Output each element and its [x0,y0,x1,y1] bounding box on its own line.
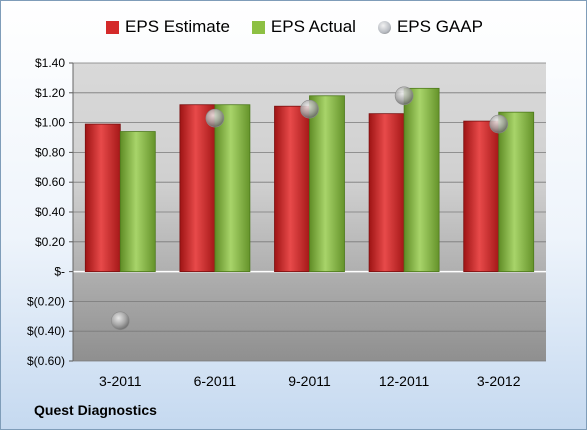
legend-label-actual: EPS Actual [270,17,356,36]
legend-swatch-estimate [106,20,120,34]
bar-eps-estimate [368,113,405,273]
chart-legend: EPS Estimate EPS Actual EPS GAAP [1,17,587,37]
point-eps-gaap [300,99,319,119]
bar-eps-actual [214,104,251,273]
y-tick-label: $1.40 [35,56,65,70]
legend-swatch-gaap [377,20,391,34]
y-tick-label: $(0.60) [27,354,65,368]
bar-eps-actual [309,95,345,273]
x-tick-label: 3-2011 [99,373,142,389]
legend-item-estimate: EPS Estimate [106,17,230,37]
x-tick-label: 12-2011 [379,373,430,389]
bar-eps-actual [498,111,535,272]
legend-label-estimate: EPS Estimate [125,17,230,36]
point-eps-gaap [111,311,130,331]
y-tick-label: $(0.20) [27,294,65,308]
legend-item-gaap: EPS GAAP [377,17,483,37]
legend-item-actual: EPS Actual [251,17,356,37]
y-tick-label: $0.20 [35,235,65,249]
y-tick-label: $0.40 [35,205,65,219]
y-tick-label: $1.00 [35,116,65,130]
x-tick-label: 3-2012 [477,373,521,389]
bar-eps-estimate [274,105,310,272]
legend-swatch-actual [251,20,265,34]
legend-label-gaap: EPS GAAP [396,17,483,36]
point-eps-gaap [394,86,414,106]
y-tick-label: $(0.40) [27,324,65,338]
y-tick-label: $- [54,265,65,279]
bar-eps-actual [403,87,440,273]
y-tick-label: $1.20 [35,86,65,100]
bar-eps-estimate [84,123,121,272]
y-tick-label: $0.80 [35,145,65,159]
bar-eps-estimate [463,120,500,273]
x-tick-label: 6-2011 [194,373,237,389]
point-eps-gaap [205,108,225,128]
company-name: Quest Diagnostics [34,402,157,418]
x-tick-label: 9-2011 [288,373,331,389]
y-tick-label: $0.60 [35,175,65,189]
point-eps-gaap [489,114,509,134]
bar-eps-actual [119,131,156,272]
bar-eps-estimate [179,104,216,273]
